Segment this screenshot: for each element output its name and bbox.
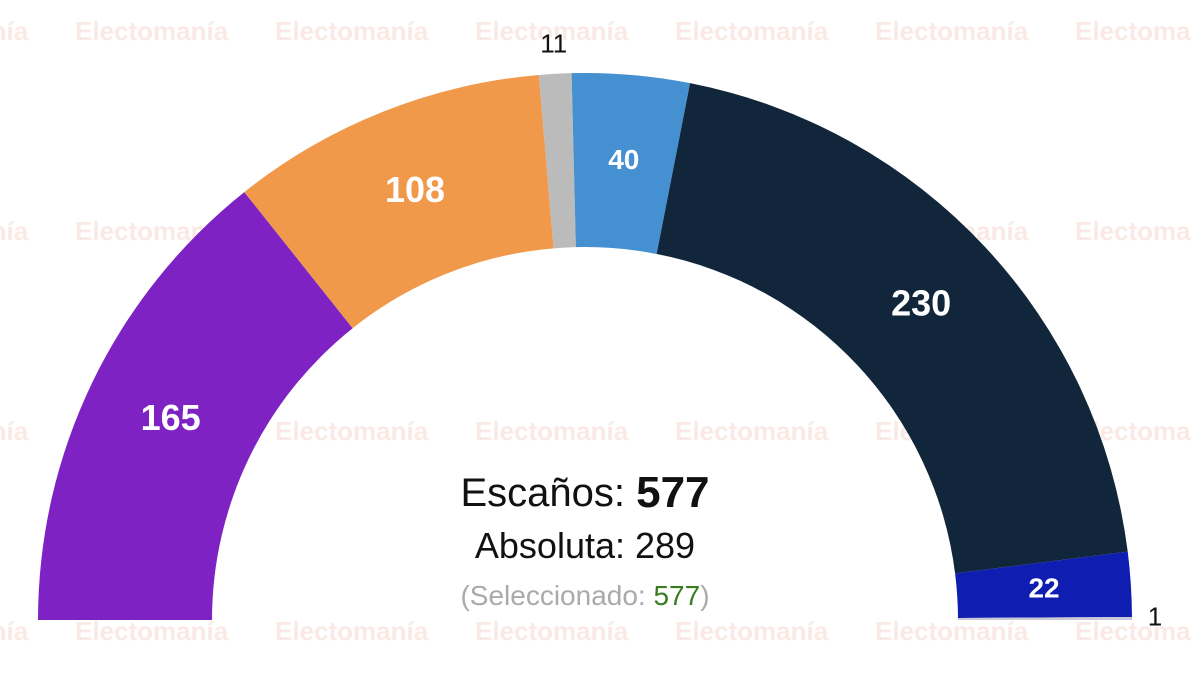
segment-label: 22 <box>1028 572 1059 603</box>
majority-label: Absoluta: <box>475 525 625 566</box>
watermark-text: Electomanía <box>75 616 229 646</box>
selected-line: (Seleccionado: 577) <box>460 580 709 611</box>
seat-segment <box>656 83 1128 574</box>
watermark-text: Electomanía <box>0 216 29 246</box>
watermark-text: Electomanía <box>0 16 29 46</box>
watermark-text: Electomanía <box>675 416 829 446</box>
watermark-text: Electomanía <box>1075 16 1192 46</box>
watermark-text: Electomanía <box>0 416 29 446</box>
seat-segment <box>955 551 1132 618</box>
watermark-text: Electomanía <box>875 16 1029 46</box>
watermark-text: Electomanía <box>0 616 29 646</box>
segment-label: 1 <box>1148 601 1162 631</box>
watermark-text: Electomanía <box>1075 616 1192 646</box>
seat-segment <box>38 192 353 620</box>
seat-segment <box>538 73 576 249</box>
seats-total: 577 <box>636 468 709 517</box>
seat-segment <box>957 617 1132 620</box>
watermark-text: Electomanía <box>475 416 629 446</box>
selected-value: 577 <box>653 580 700 611</box>
seats-line: Escaños: 577 <box>460 468 709 517</box>
watermark-text: Electomanía <box>875 616 1029 646</box>
watermark-text: Electomanía <box>275 616 429 646</box>
watermark-text: Electomanía <box>275 416 429 446</box>
arcs: 165 108 11 40 230 22 1 <box>38 29 1162 631</box>
majority-line: Absoluta: 289 <box>475 525 695 566</box>
seats-label: Escaños: <box>460 471 625 515</box>
selected-close: ) <box>700 580 709 611</box>
selected-label: (Seleccionado: <box>460 580 645 611</box>
segment-label: 11 <box>540 29 567 59</box>
seat-segment <box>571 72 691 254</box>
watermark-text: Electomanía <box>75 16 229 46</box>
majority-value: 289 <box>635 525 695 566</box>
segment-label: 40 <box>608 144 639 175</box>
watermark-text: Electomanía <box>675 16 829 46</box>
watermark-text: Electomanía <box>1075 216 1192 246</box>
segment-label: 108 <box>385 169 445 210</box>
watermark-text: Electomanía <box>475 616 629 646</box>
seat-segment <box>244 74 554 329</box>
watermark-text: Electomanía <box>475 16 629 46</box>
watermark-text: Electomanía <box>275 16 429 46</box>
segment-label: 165 <box>141 397 201 438</box>
watermark-text: Electomanía <box>675 616 829 646</box>
segment-label: 230 <box>891 283 951 324</box>
